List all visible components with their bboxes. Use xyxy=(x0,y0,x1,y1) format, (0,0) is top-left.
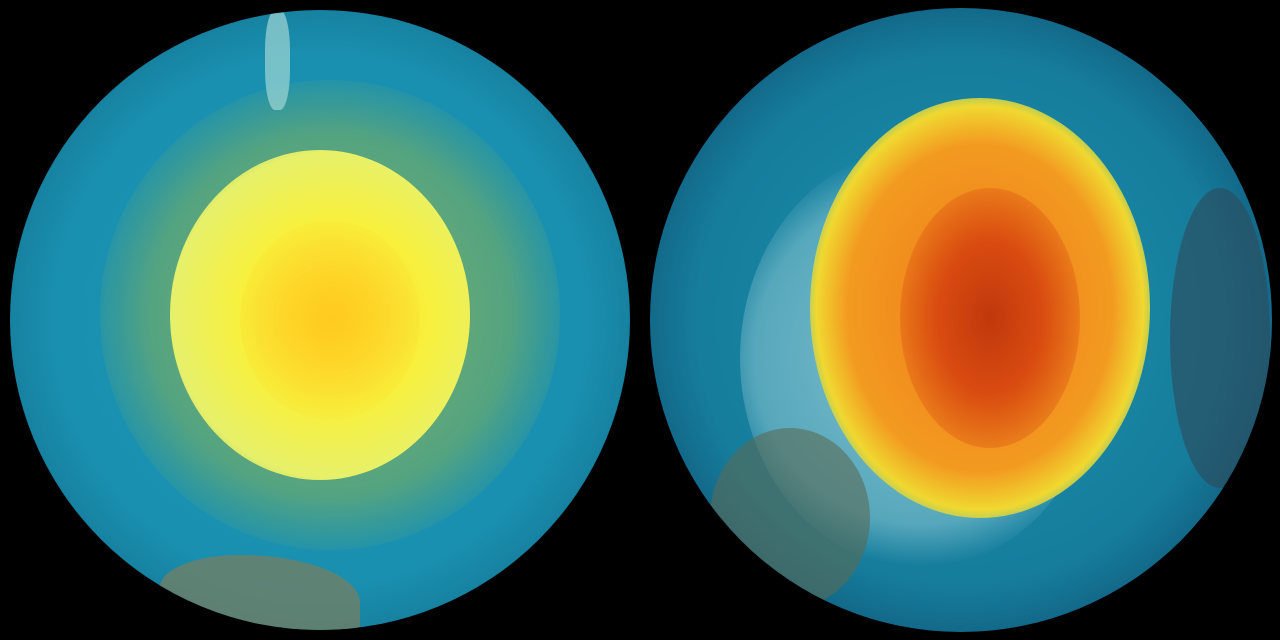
globe-left xyxy=(10,10,630,630)
globe-edge-shade xyxy=(650,8,1272,632)
globe-right xyxy=(650,8,1272,632)
globe-edge-shade xyxy=(10,10,630,630)
